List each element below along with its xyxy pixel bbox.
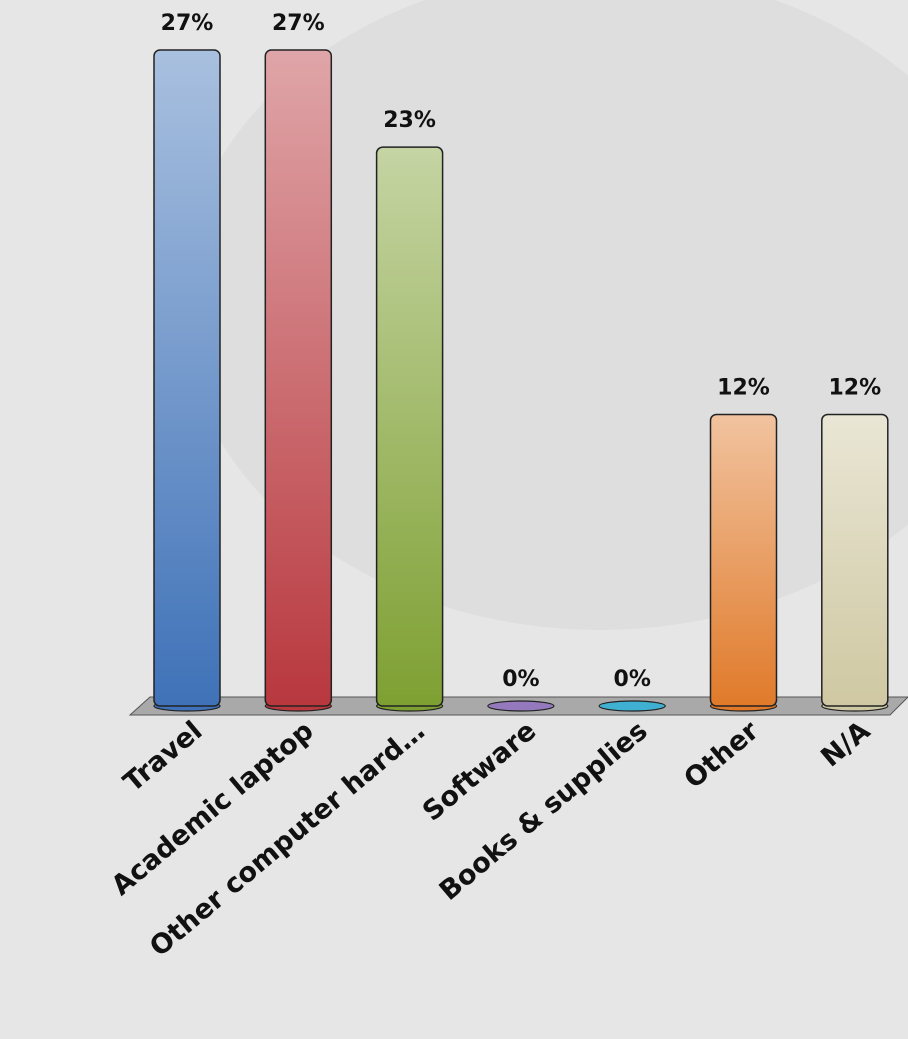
bar — [821, 413, 889, 707]
bar-base — [487, 700, 555, 712]
value-label: 0% — [614, 667, 651, 692]
bar — [709, 413, 778, 707]
value-label: 23% — [383, 108, 436, 133]
value-label: 0% — [502, 667, 539, 692]
value-label: 27% — [272, 11, 325, 36]
value-label: 27% — [161, 11, 214, 36]
value-label: 12% — [828, 375, 881, 400]
value-label: 12% — [717, 375, 770, 400]
bar-base — [598, 700, 666, 712]
bar — [153, 49, 221, 707]
bar — [264, 49, 333, 707]
bar — [375, 146, 444, 707]
